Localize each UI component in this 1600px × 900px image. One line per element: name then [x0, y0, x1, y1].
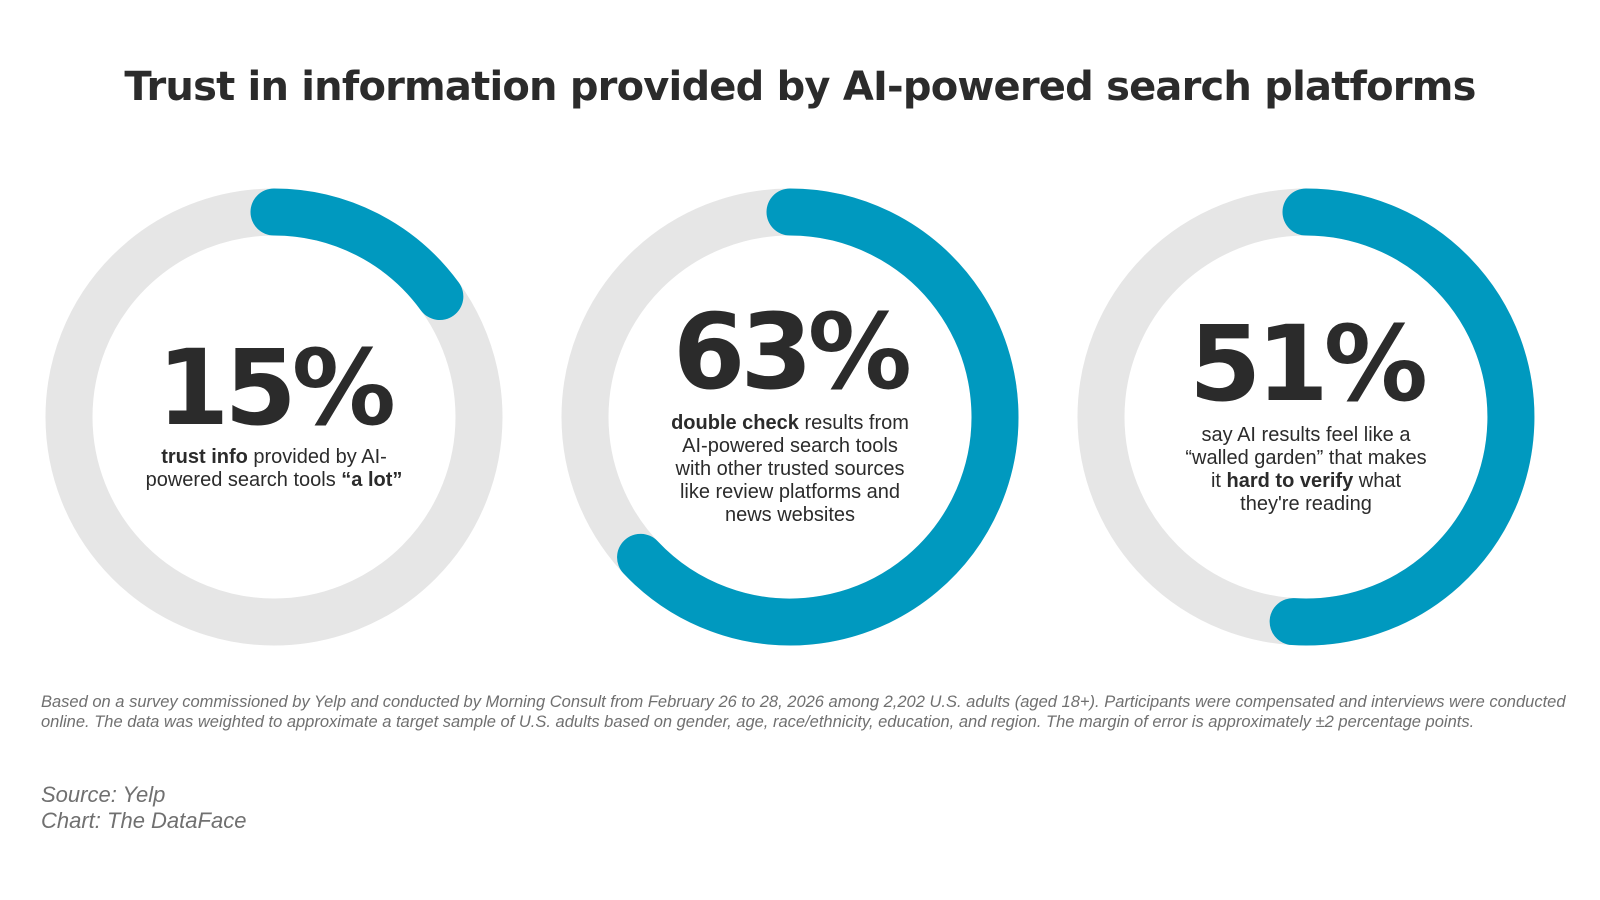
- description-line: powered search tools “a lot”: [109, 469, 439, 492]
- description-text: say AI results feel like a: [1201, 424, 1411, 446]
- description-text: powered search tools: [145, 469, 342, 491]
- description-line: trust info provided by AI-: [109, 446, 439, 469]
- description-emphasis: “a lot”: [341, 469, 403, 491]
- description-text: it: [1210, 470, 1227, 492]
- description-line: AI-powered search tools: [640, 435, 940, 458]
- source-credit: Source: Yelp: [41, 782, 166, 807]
- stat-donut-1: 15% trust info provided by AI-powered se…: [41, 184, 507, 650]
- stat-donut-3: 51% say AI results feel like a “walled ga…: [1073, 184, 1539, 650]
- stat-description: say AI results feel like a “walled garden…: [1156, 424, 1456, 516]
- stat-value: 51%: [1189, 303, 1428, 425]
- description-emphasis: double check: [671, 412, 799, 434]
- chart-credit: Chart: The DataFace: [41, 808, 247, 833]
- description-text: results from: [798, 412, 909, 434]
- description-line: “walled garden” that makes: [1156, 447, 1456, 470]
- description-text: “walled garden” that makes: [1185, 447, 1427, 469]
- stat-value: 63%: [673, 291, 912, 413]
- description-emphasis: hard to verify: [1226, 470, 1354, 492]
- donut-fill: [1269, 188, 1535, 646]
- description-line: with other trusted sources: [640, 458, 940, 481]
- donut-chart-3: [1077, 188, 1535, 646]
- stat-description: double check results from AI-powered sear…: [640, 412, 940, 527]
- description-text: AI-powered search tools: [682, 435, 898, 457]
- stat-value: 15%: [157, 327, 396, 449]
- description-text: provided by AI-: [247, 446, 387, 468]
- donut-chart-1: [45, 188, 503, 646]
- description-line: double check results from: [640, 412, 940, 435]
- description-line: like review platforms and: [640, 481, 940, 504]
- description-text: they're reading: [1240, 493, 1372, 515]
- description-line: news websites: [640, 504, 940, 527]
- stat-description: trust info provided by AI-powered search…: [109, 446, 439, 492]
- description-text: like review platforms and: [679, 481, 901, 503]
- description-text: what: [1353, 470, 1402, 492]
- description-emphasis: trust info: [161, 446, 248, 468]
- description-text: news websites: [724, 504, 856, 526]
- survey-footnote: Based on a survey commissioned by Yelp a…: [41, 693, 1566, 731]
- donut-chart-2: [561, 188, 1019, 646]
- description-line: it hard to verify what: [1156, 470, 1456, 493]
- description-line: they're reading: [1156, 493, 1456, 516]
- donut-fill: [250, 188, 464, 320]
- credits: Source: Yelp Chart: The DataFace: [41, 782, 246, 834]
- description-text: with other trusted sources: [675, 458, 905, 480]
- stat-donut-2: 63% double check results from AI-powered …: [557, 184, 1023, 650]
- chart-title: Trust in information provided by AI-powe…: [124, 64, 1476, 110]
- donut-fill: [617, 188, 1019, 646]
- description-line: say AI results feel like a: [1156, 424, 1456, 447]
